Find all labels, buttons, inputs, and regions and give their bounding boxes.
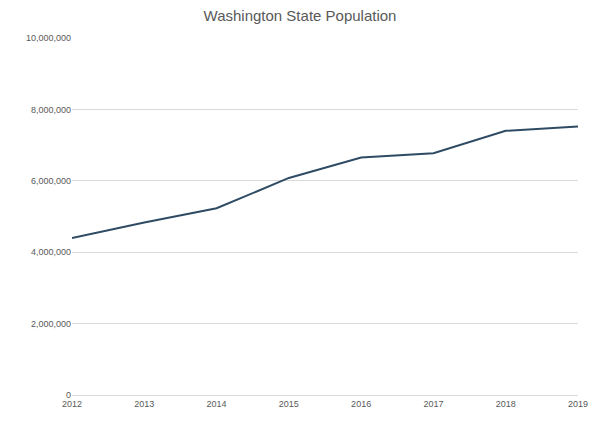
svg-text:Washington State Population: Washington State Population: [204, 7, 397, 24]
svg-text:2019: 2019: [568, 399, 588, 409]
svg-text:2016: 2016: [351, 399, 371, 409]
svg-text:2012: 2012: [62, 399, 82, 409]
svg-text:0: 0: [66, 390, 71, 400]
svg-text:4,000,000: 4,000,000: [31, 247, 71, 257]
svg-text:2018: 2018: [496, 399, 516, 409]
svg-text:2,000,000: 2,000,000: [31, 319, 71, 329]
svg-text:8,000,000: 8,000,000: [31, 105, 71, 115]
svg-text:2015: 2015: [279, 399, 299, 409]
svg-text:10,000,000: 10,000,000: [26, 33, 71, 43]
svg-text:6,000,000: 6,000,000: [31, 176, 71, 186]
svg-text:2013: 2013: [134, 399, 154, 409]
svg-text:2017: 2017: [423, 399, 443, 409]
svg-text:2014: 2014: [207, 399, 227, 409]
